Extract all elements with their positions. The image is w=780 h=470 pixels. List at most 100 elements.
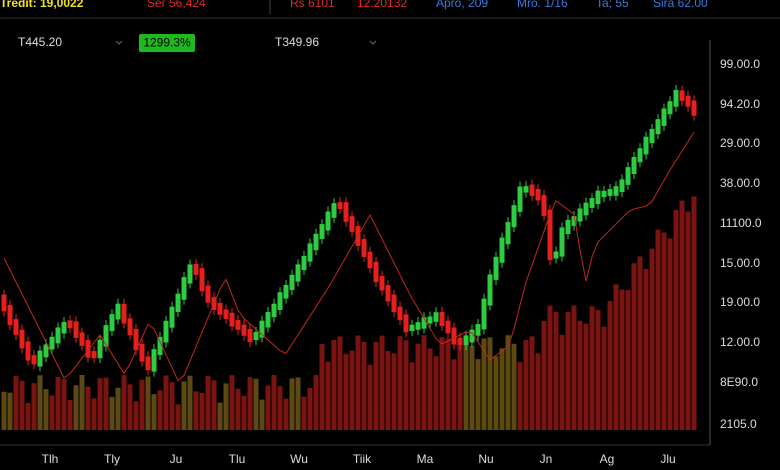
time-label: Ma bbox=[417, 452, 434, 466]
candle-body bbox=[103, 325, 109, 347]
candle-body bbox=[619, 179, 625, 193]
volume-bar bbox=[571, 305, 577, 430]
candle-body bbox=[475, 324, 481, 336]
header-item: Mro. 1/16 bbox=[517, 0, 568, 10]
volume-bar bbox=[613, 284, 619, 430]
candle-body bbox=[187, 264, 193, 284]
price-label: 15.00.0 bbox=[720, 256, 760, 270]
volume-bar bbox=[307, 388, 313, 430]
candle-body bbox=[313, 233, 319, 251]
candle-body bbox=[679, 90, 685, 101]
candle-body bbox=[97, 339, 103, 359]
volume-bar bbox=[97, 378, 103, 430]
candle-body bbox=[301, 255, 307, 271]
volume-bar bbox=[139, 379, 145, 430]
candle-body bbox=[37, 350, 43, 367]
dropdown-icon[interactable] bbox=[115, 40, 123, 45]
volume-bar bbox=[193, 391, 199, 430]
candle-body bbox=[523, 186, 529, 193]
volume-bar bbox=[499, 348, 505, 430]
candle-body bbox=[85, 339, 91, 358]
volume-bar bbox=[7, 392, 13, 430]
volume-bar bbox=[133, 401, 139, 430]
left-price: T445.20 bbox=[18, 35, 62, 49]
volume-bar bbox=[319, 344, 325, 430]
volume-bar bbox=[631, 263, 637, 430]
volume-bar bbox=[691, 196, 697, 430]
candle-body bbox=[433, 312, 439, 322]
volume-bar bbox=[157, 390, 163, 430]
volume-bar bbox=[469, 346, 475, 430]
volume-bar bbox=[583, 323, 589, 430]
volume-bar bbox=[445, 338, 451, 430]
candle-body bbox=[193, 264, 199, 275]
volume-bar bbox=[199, 392, 205, 430]
volume-bar bbox=[175, 404, 181, 430]
candle-body bbox=[391, 294, 397, 313]
volume-bar bbox=[103, 377, 109, 430]
volume-bar bbox=[589, 306, 595, 430]
price-label: 99.00.0 bbox=[720, 57, 760, 71]
volume-bar bbox=[421, 335, 427, 430]
volume-bar bbox=[19, 380, 25, 430]
candle-body bbox=[235, 319, 241, 330]
volume-bar bbox=[169, 382, 175, 430]
candle-body bbox=[655, 119, 661, 135]
candle-body bbox=[469, 329, 475, 343]
volume-bar bbox=[511, 343, 517, 430]
volume-bar bbox=[241, 395, 247, 430]
candle-body bbox=[253, 331, 259, 341]
candle-body bbox=[205, 285, 211, 303]
volume-bar bbox=[541, 320, 547, 430]
volume-bar bbox=[607, 300, 613, 430]
dropdown-icon[interactable] bbox=[369, 40, 377, 45]
price-label: 94.20.0 bbox=[720, 97, 760, 111]
candle-body bbox=[643, 136, 649, 155]
volume-bar bbox=[457, 345, 463, 430]
right-price: T349.96 bbox=[275, 35, 319, 49]
time-label: Jn bbox=[540, 452, 553, 466]
candle-body bbox=[13, 319, 19, 335]
candle-body bbox=[295, 264, 301, 282]
candle-body bbox=[673, 89, 679, 107]
time-label: Tlu bbox=[229, 452, 246, 466]
candle-body bbox=[163, 320, 169, 343]
candle-layer bbox=[1, 84, 697, 382]
volume-bar bbox=[595, 309, 601, 430]
candle-body bbox=[403, 314, 409, 333]
candle-body bbox=[289, 274, 295, 291]
candle-body bbox=[145, 356, 151, 371]
candle-body bbox=[31, 355, 37, 365]
candle-body bbox=[19, 329, 25, 349]
volume-bar bbox=[451, 359, 457, 430]
candle-body bbox=[517, 186, 523, 212]
candle-body bbox=[373, 261, 379, 283]
candle-body bbox=[241, 324, 247, 336]
candle-body bbox=[127, 318, 133, 336]
candle-body bbox=[595, 190, 601, 205]
change-badge-bg bbox=[139, 34, 195, 52]
volume-bar bbox=[649, 248, 655, 430]
volume-bar bbox=[619, 289, 625, 430]
time-label: Nu bbox=[478, 452, 493, 466]
candle-body bbox=[283, 284, 289, 299]
candle-body bbox=[25, 341, 31, 361]
volume-bar bbox=[181, 381, 187, 430]
volume-bar bbox=[331, 339, 337, 430]
volume-bar bbox=[43, 389, 49, 430]
volume-bar bbox=[625, 290, 631, 430]
volume-bar bbox=[397, 336, 403, 430]
volume-bar bbox=[85, 386, 91, 430]
volume-bar bbox=[283, 398, 289, 430]
candle-body bbox=[559, 227, 565, 257]
candle-body bbox=[73, 321, 79, 338]
volume-bar bbox=[301, 396, 307, 430]
candle-body bbox=[427, 316, 433, 324]
volume-bar bbox=[253, 378, 259, 430]
candle-body bbox=[307, 243, 313, 262]
candle-body bbox=[91, 351, 97, 359]
candle-body bbox=[385, 285, 391, 302]
price-label: 29.00.0 bbox=[720, 136, 760, 150]
volume-bar bbox=[223, 383, 229, 430]
candle-body bbox=[397, 306, 403, 321]
